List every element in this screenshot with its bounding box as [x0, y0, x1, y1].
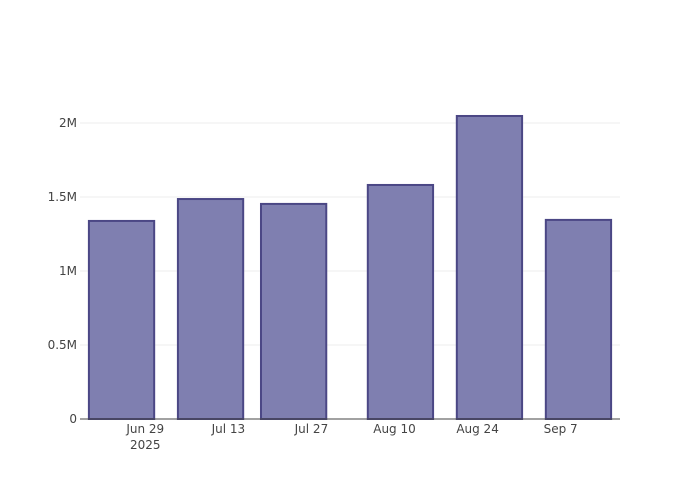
- x-tick-label: Aug 10: [373, 422, 416, 436]
- x-tick-label-line: Jul 27: [294, 422, 329, 436]
- x-tick-label: Jul 27: [294, 422, 329, 436]
- bar: [176, 198, 245, 420]
- x-tick-label-line: 2025: [130, 438, 161, 452]
- bar: [259, 202, 328, 420]
- y-tick-label: 2M: [59, 116, 77, 130]
- x-tick-label-line: Sep 7: [544, 422, 578, 436]
- x-tick-label: Sep 7: [544, 422, 578, 436]
- bar: [366, 183, 435, 420]
- x-tick-label: Jul 13: [211, 422, 246, 436]
- x-tick-label-line: Aug 10: [373, 422, 416, 436]
- y-tick-label: 1.5M: [48, 190, 77, 204]
- bar: [544, 218, 613, 420]
- y-tick-label: 1M: [59, 264, 77, 278]
- x-tick-label: Aug 24: [456, 422, 499, 436]
- x-tick-label-line: Jul 13: [211, 422, 246, 436]
- x-tick-label-line: Jun 29: [125, 422, 164, 436]
- bar: [455, 114, 524, 421]
- bar: [87, 219, 156, 420]
- y-tick-label: 0: [69, 412, 77, 426]
- y-tick-label: 0.5M: [48, 338, 77, 352]
- x-tick-label-line: Aug 24: [456, 422, 499, 436]
- x-tick-label: Jun 29 2025: [125, 422, 164, 452]
